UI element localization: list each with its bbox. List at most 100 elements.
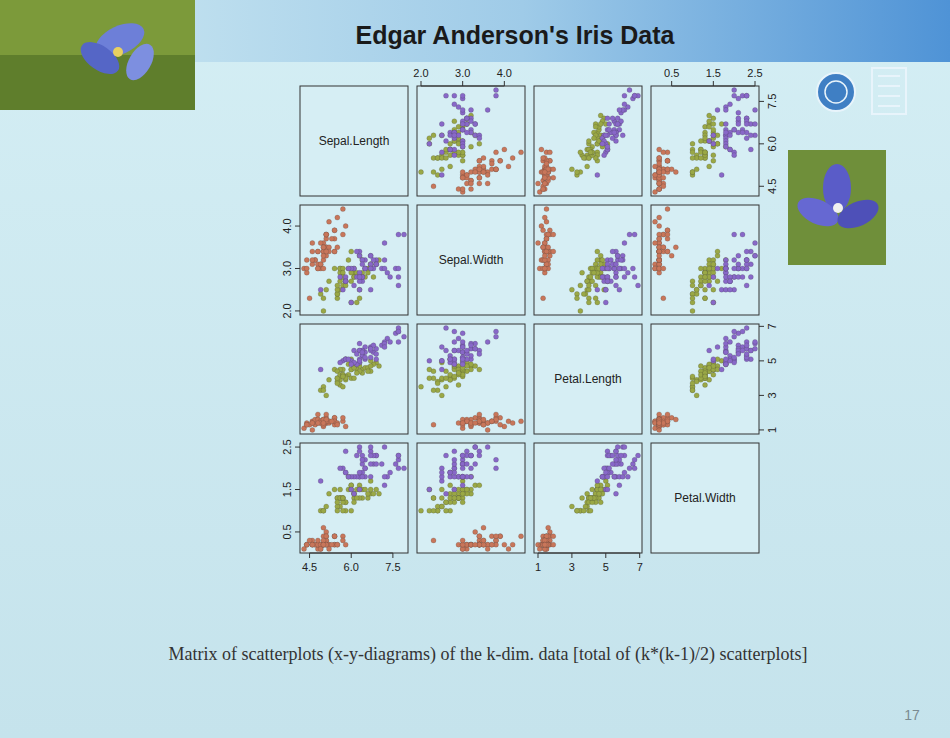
flower-center [113,47,123,57]
point [615,253,620,258]
point [477,412,482,417]
point [602,153,607,158]
point [335,245,340,250]
point [657,155,662,160]
point [595,172,600,177]
point [327,491,332,496]
point [613,262,618,267]
point [719,172,724,177]
point [321,308,326,313]
point [382,474,387,479]
point [329,542,334,547]
point [332,266,337,271]
point [402,466,407,471]
point [711,262,716,267]
point [542,266,547,271]
point [431,538,436,543]
x-axis-line [421,86,504,87]
point [542,542,547,547]
point [657,187,662,192]
point [396,283,401,288]
point [321,421,326,426]
point [439,345,444,350]
panel: Sepal.Length [300,86,408,196]
point [304,542,309,547]
point [477,351,482,356]
panel-frame [651,324,759,434]
y-tick [759,360,764,361]
point [368,462,373,467]
point [753,241,758,246]
point [354,351,359,356]
point [744,136,749,141]
point [703,274,708,279]
point [690,388,695,393]
point [661,175,666,180]
point [448,470,453,475]
panel [534,86,642,196]
point [439,496,444,501]
point [694,287,699,292]
point [464,462,469,467]
point [340,374,345,379]
panel [534,205,642,315]
point [498,158,503,163]
point [464,487,469,492]
point [452,487,457,492]
point [615,122,620,127]
point [657,187,662,192]
point [354,453,359,458]
point [665,158,670,163]
point [541,245,546,250]
point [494,334,499,339]
point [657,236,662,241]
point [673,170,678,175]
point [477,534,482,539]
point [456,370,461,375]
point [444,453,449,458]
point [715,279,720,284]
panel-frame [417,443,525,553]
logo-frame [872,68,906,114]
point [460,491,465,496]
point [536,181,541,186]
point [732,153,737,158]
point [396,329,401,334]
point [427,487,432,492]
point [588,274,593,279]
point [612,130,617,135]
point [357,287,362,292]
panel-frame [534,324,642,434]
y-tick-label: 7.5 [766,94,778,109]
point [473,346,478,351]
point [343,279,348,284]
point [590,487,595,492]
point [448,164,453,169]
y-tick-label: 4.0 [281,218,293,233]
point [703,150,708,155]
point [665,412,670,417]
point [349,300,354,305]
point [673,417,678,422]
point [431,133,436,138]
point [610,136,615,141]
point [439,504,444,509]
point [460,483,465,488]
point [469,453,474,458]
point [368,453,373,458]
panel [300,324,408,434]
point [703,150,708,155]
point [542,542,547,547]
point [498,422,503,427]
point [473,122,478,127]
point [371,274,376,279]
point [661,266,666,271]
variable-label: Petal.Width [674,491,735,505]
point [340,508,345,513]
point [657,253,662,258]
point [374,357,379,362]
y-tick [759,429,764,430]
point [657,170,662,175]
point [723,362,728,367]
points [536,445,641,552]
